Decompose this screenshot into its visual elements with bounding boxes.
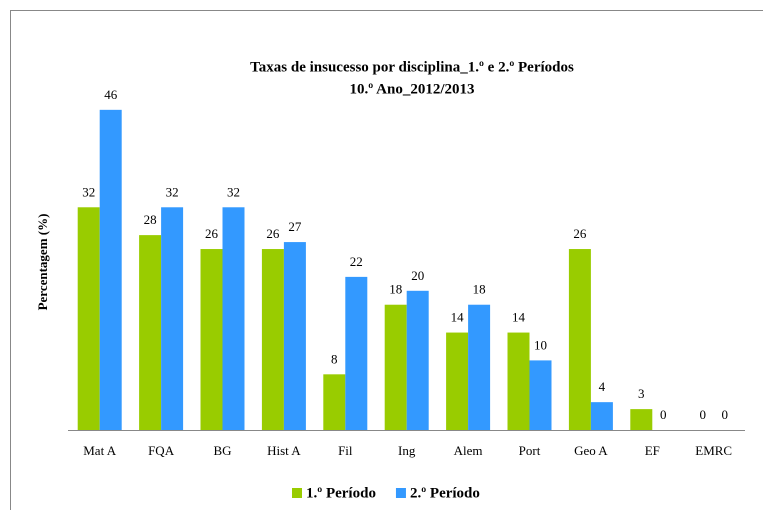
bar [99, 109, 122, 430]
legend-label: 1.º Período [306, 485, 376, 501]
x-tick-label: Geo A [574, 443, 608, 458]
bar [261, 249, 284, 430]
x-tick-label: Mat A [83, 443, 116, 458]
data-label: 18 [473, 282, 486, 297]
x-tick-label: Ing [398, 443, 416, 458]
x-tick-label: Fil [338, 443, 353, 458]
data-label: 32 [166, 184, 179, 199]
x-tick-label: Port [519, 443, 541, 458]
data-label: 14 [451, 310, 465, 325]
bar [630, 409, 653, 430]
x-tick-label: FQA [148, 443, 175, 458]
data-label: 14 [512, 310, 526, 325]
data-label: 0 [721, 407, 728, 422]
chart-subtitle: 10.º Ano_2012/2013 [350, 81, 475, 97]
bar [406, 290, 429, 430]
data-label: 26 [573, 226, 587, 241]
bar [529, 360, 552, 430]
data-label: 26 [266, 226, 280, 241]
bar [161, 207, 184, 430]
legend-swatch [395, 488, 406, 498]
bar [200, 249, 223, 430]
x-tick-label: BG [213, 443, 231, 458]
data-label: 18 [389, 282, 402, 297]
data-label: 0 [660, 407, 667, 422]
bar [590, 402, 613, 430]
legend-label: 2.º Período [410, 485, 480, 501]
bar [384, 304, 407, 430]
data-label: 32 [82, 184, 95, 199]
bar [507, 332, 530, 430]
data-label: 8 [331, 351, 338, 366]
x-tick-label: Hist A [267, 443, 301, 458]
data-label: 32 [227, 184, 240, 199]
bar [468, 304, 491, 430]
data-label: 28 [144, 212, 157, 227]
data-label: 10 [534, 337, 547, 352]
legend-swatch [292, 488, 302, 498]
data-label: 46 [104, 87, 118, 102]
chart-title: Taxas de insucesso por disciplina_1.º e … [250, 59, 574, 75]
data-label: 20 [411, 268, 424, 283]
bar [323, 374, 346, 430]
bar [283, 242, 306, 430]
bar [446, 332, 469, 430]
x-tick-label: EF [645, 443, 660, 458]
bar [568, 249, 591, 430]
bar [77, 207, 100, 430]
x-tick-label: Alem [454, 443, 483, 458]
data-label: 22 [350, 254, 363, 269]
bar [139, 235, 162, 430]
data-label: 4 [599, 379, 606, 394]
bar [345, 276, 368, 430]
x-tick-label: EMRC [695, 443, 732, 458]
data-label: 27 [288, 219, 302, 234]
data-label: 0 [699, 407, 706, 422]
data-label: 26 [205, 226, 219, 241]
bar [222, 207, 245, 430]
y-axis-label: Percentagem (%) [35, 214, 50, 311]
data-label: 3 [638, 386, 645, 401]
